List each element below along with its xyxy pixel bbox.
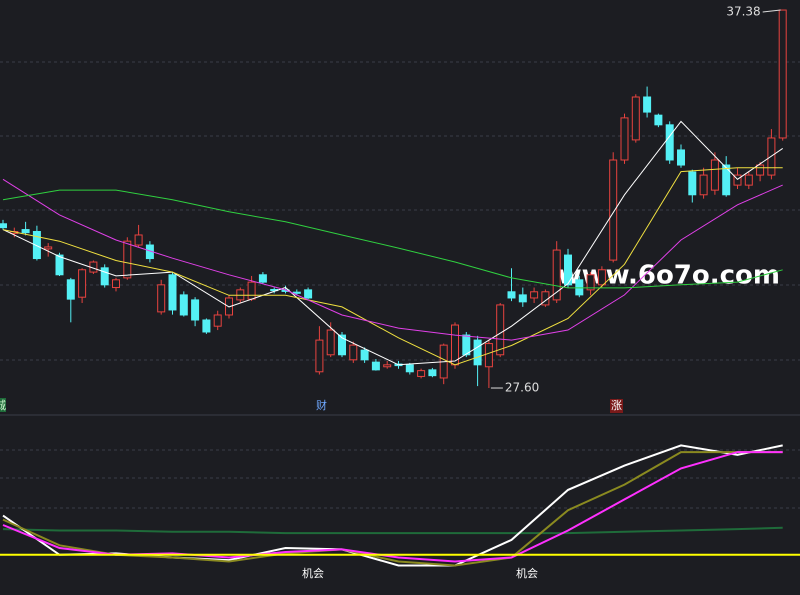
candle-body: [518, 294, 527, 303]
candle-body: [21, 229, 30, 234]
candle-body: [473, 339, 482, 366]
candle-body: [326, 329, 335, 356]
candle-body: [778, 9, 787, 139]
candle-body: [315, 339, 324, 373]
candle-body: [417, 370, 426, 377]
candle-body: [564, 254, 572, 286]
candle-body: [371, 361, 380, 371]
candle-body: [744, 174, 753, 186]
candle-body: [609, 159, 618, 261]
candle-body: [507, 291, 516, 299]
annotation: 37.38: [726, 5, 760, 19]
candle-body: [360, 349, 369, 361]
line: [2, 189, 783, 289]
candle-body: [100, 267, 109, 286]
candle-body: [213, 314, 222, 327]
candle-body: [168, 274, 177, 311]
candle-body: [258, 274, 267, 283]
candle-body: [530, 291, 539, 299]
candle-body: [733, 174, 742, 186]
candle-body: [631, 96, 640, 141]
candle-body: [756, 164, 765, 176]
candle-body: [620, 117, 629, 161]
candle-body: [179, 294, 188, 316]
candle-body: [0, 223, 7, 229]
candle-body: [484, 343, 493, 368]
candle-body: [575, 279, 584, 296]
candle-body: [247, 281, 256, 300]
candle-body: [112, 279, 120, 289]
candle-body: [654, 114, 663, 126]
candle-body: [643, 96, 652, 113]
candle-body: [665, 124, 674, 161]
candle-body: [688, 171, 697, 196]
candle-body: [123, 240, 132, 279]
line: [2, 120, 783, 366]
candle-body: [462, 334, 471, 356]
line: [2, 178, 783, 341]
candle-body: [586, 274, 595, 291]
candle-body: [349, 344, 358, 361]
candle-body: [405, 364, 414, 373]
marker: 城: [0, 399, 6, 412]
candle-body: [451, 324, 459, 366]
candle-body: [552, 249, 561, 301]
candle-body: [191, 299, 200, 321]
candle-body: [78, 269, 87, 298]
candle-body: [699, 174, 708, 196]
line: [2, 526, 783, 535]
annotation-arrow: [762, 9, 781, 13]
candle-body: [32, 230, 41, 260]
candle-body: [722, 164, 731, 196]
annotation: 27.60: [505, 381, 539, 395]
candle-body: [496, 304, 505, 356]
candle-body: [710, 159, 719, 191]
candle-body: [134, 234, 143, 246]
candle-body: [292, 291, 301, 294]
candle-body: [66, 279, 75, 300]
line: [2, 167, 783, 366]
marker-box: [0, 398, 6, 412]
candle-body: [202, 319, 211, 333]
signal-label: 机会: [516, 566, 538, 580]
candle-body: [338, 334, 346, 356]
candle-body: [304, 289, 313, 299]
candle-body: [55, 254, 64, 276]
candle-body: [677, 149, 685, 166]
candle-body: [157, 284, 166, 313]
candle-body: [383, 364, 392, 368]
marker: 财: [316, 398, 327, 412]
candle-body: [597, 269, 606, 286]
candle-body: [428, 369, 437, 377]
signal-label: 机会: [302, 566, 324, 580]
marker-box: [610, 399, 623, 413]
candle-body: [44, 246, 53, 250]
marker: 涨: [611, 399, 622, 412]
